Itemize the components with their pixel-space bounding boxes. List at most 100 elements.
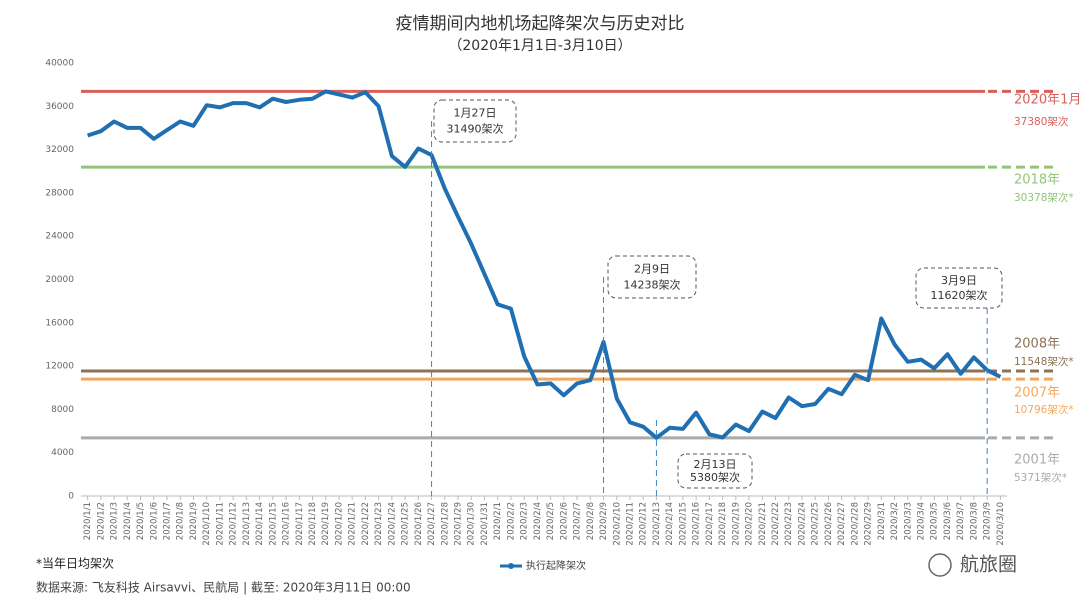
x-tick-label: 2020/1/10 [202, 502, 212, 546]
reference-value-label: 30378架次* [1014, 191, 1074, 204]
y-tick-label: 16000 [45, 318, 74, 328]
x-tick-label: 2020/2/10 [612, 502, 622, 546]
source: 数据来源: 飞友科技 Airsavvi、民航局 | 截至: 2020年3月11日… [36, 580, 411, 595]
x-tick-label: 2020/1/16 [282, 502, 292, 546]
x-tick-label: 2020/1/2 [96, 502, 106, 540]
x-tick-label: 2020/1/18 [308, 502, 318, 546]
y-tick-label: 8000 [51, 405, 74, 415]
x-tick-label: 2020/1/11 [215, 502, 225, 546]
x-tick-label: 2020/1/25 [401, 502, 411, 546]
annotation-box [607, 255, 697, 299]
x-tick-label: 2020/2/2 [506, 502, 516, 540]
x-tick-label: 2020/2/15 [678, 502, 688, 546]
x-tick-label: 2020/1/19 [321, 502, 331, 546]
x-tick-label: 2020/1/4 [123, 502, 133, 540]
annotation-date: 2月13日 [694, 458, 737, 471]
x-tick-label: 2020/2/24 [797, 502, 807, 546]
x-tick-label: 2020/1/27 [427, 502, 437, 546]
y-tick-label: 36000 [45, 102, 74, 112]
x-tick-label: 2020/2/5 [546, 502, 556, 540]
x-tick-label: 2020/3/1 [877, 502, 887, 540]
annotation-date: 2月9日 [634, 262, 670, 275]
y-tick-label: 4000 [51, 448, 74, 458]
x-tick-label: 2020/3/3 [903, 502, 913, 540]
series-line [86, 89, 1002, 440]
y-tick-label: 40000 [45, 59, 74, 69]
annotation-value: 5380架次 [690, 470, 740, 484]
x-tick-label: 2020/3/9 [983, 502, 993, 540]
x-tick-label: 2020/1/17 [295, 502, 305, 546]
x-tick-label: 2020/2/27 [837, 502, 847, 546]
x-tick-label: 2020/2/21 [758, 502, 768, 546]
x-tick-label: 2020/2/4 [533, 502, 543, 540]
x-tick-label: 2020/2/26 [824, 502, 834, 546]
y-tick-label: 24000 [45, 232, 74, 242]
x-tick-label: 2020/1/9 [189, 502, 199, 540]
watermark-icon [928, 553, 952, 577]
x-tick-label: 2020/3/2 [890, 502, 900, 540]
annotation-box [915, 267, 1003, 309]
x-tick-label: 2020/1/21 [348, 502, 358, 546]
reference-value-label: 11548架次* [1014, 355, 1074, 368]
reference-value-label: 10796架次* [1014, 403, 1074, 416]
footnote: *当年日均架次 [36, 557, 114, 571]
x-tick-label: 2020/1/13 [242, 502, 252, 546]
y-tick-label: 12000 [45, 362, 74, 372]
x-tick-label: 2020/1/31 [480, 502, 490, 546]
x-tick-label: 2020/2/12 [639, 502, 649, 546]
x-tick-label: 2020/2/20 [745, 502, 755, 546]
y-tick-label: 28000 [45, 188, 74, 198]
x-tick-label: 2020/2/19 [731, 502, 741, 546]
x-tick-label: 2020/1/12 [229, 502, 239, 546]
x-tick-label: 2020/2/1 [493, 502, 503, 540]
x-tick-label: 2020/1/20 [334, 502, 344, 546]
x-tick-label: 2020/1/15 [268, 502, 278, 546]
x-tick-label: 2020/1/28 [440, 502, 450, 546]
x-tick-label: 2020/1/8 [176, 502, 186, 540]
x-tick-label: 2020/2/3 [520, 502, 530, 540]
x-tick-label: 2020/2/18 [718, 502, 728, 546]
x-tick-label: 2020/2/29 [864, 502, 874, 546]
annotation-date: 1月27日 [454, 106, 497, 119]
annotation-box [433, 99, 517, 143]
y-tick-label: 0 [68, 492, 74, 502]
x-tick-label: 2020/1/24 [387, 502, 397, 546]
reference-name: 2007年 [1014, 386, 1060, 401]
x-tick-label: 2020/3/5 [930, 502, 940, 540]
x-tick-label: 2020/1/7 [162, 502, 172, 540]
x-tick-label: 2020/3/10 [996, 502, 1006, 546]
x-tick-label: 2020/2/14 [665, 502, 675, 546]
x-tick-label: 2020/2/9 [599, 502, 609, 540]
reference-value-label: 37380架次 [1014, 115, 1069, 128]
x-tick-label: 2020/1/3 [110, 502, 120, 540]
x-tick-label: 2020/3/4 [917, 502, 927, 540]
x-tick-label: 2020/1/22 [361, 502, 371, 546]
x-tick-label: 2020/1/26 [414, 502, 424, 546]
y-tick-label: 32000 [45, 145, 74, 155]
x-tick-label: 2020/2/13 [652, 502, 662, 546]
watermark: 航旅圈 [960, 554, 1017, 576]
annotation-value: 31490架次 [447, 121, 504, 135]
x-tick-label: 2020/1/6 [149, 502, 159, 540]
x-tick-label: 2020/3/8 [969, 502, 979, 540]
x-tick-label: 2020/2/23 [784, 502, 794, 546]
reference-name: 2018年 [1014, 173, 1060, 188]
reference-name: 2008年 [1014, 337, 1060, 352]
x-tick-label: 2020/3/7 [956, 502, 966, 540]
chart-title: 疫情期间内地机场起降架次与历史对比 [396, 14, 685, 34]
legend-marker [508, 563, 514, 569]
x-tick-label: 2020/2/22 [771, 502, 781, 546]
x-tick-label: 2020/2/17 [705, 502, 715, 546]
x-tick-label: 2020/1/23 [374, 502, 384, 546]
y-tick-label: 20000 [45, 275, 74, 285]
reference-name: 2020年1月19日 [1014, 93, 1080, 108]
x-tick-label: 2020/1/30 [467, 502, 477, 546]
x-tick-label: 2020/2/8 [586, 502, 596, 540]
x-tick-label: 2020/2/7 [573, 502, 583, 540]
annotation-value: 11620架次 [931, 288, 988, 302]
x-tick-label: 2020/1/5 [136, 502, 146, 540]
chart-subtitle: （2020年1月1日-3月10日） [448, 38, 631, 54]
legend-label: 执行起降架次 [526, 559, 586, 572]
x-tick-label: 2020/2/11 [625, 502, 635, 546]
